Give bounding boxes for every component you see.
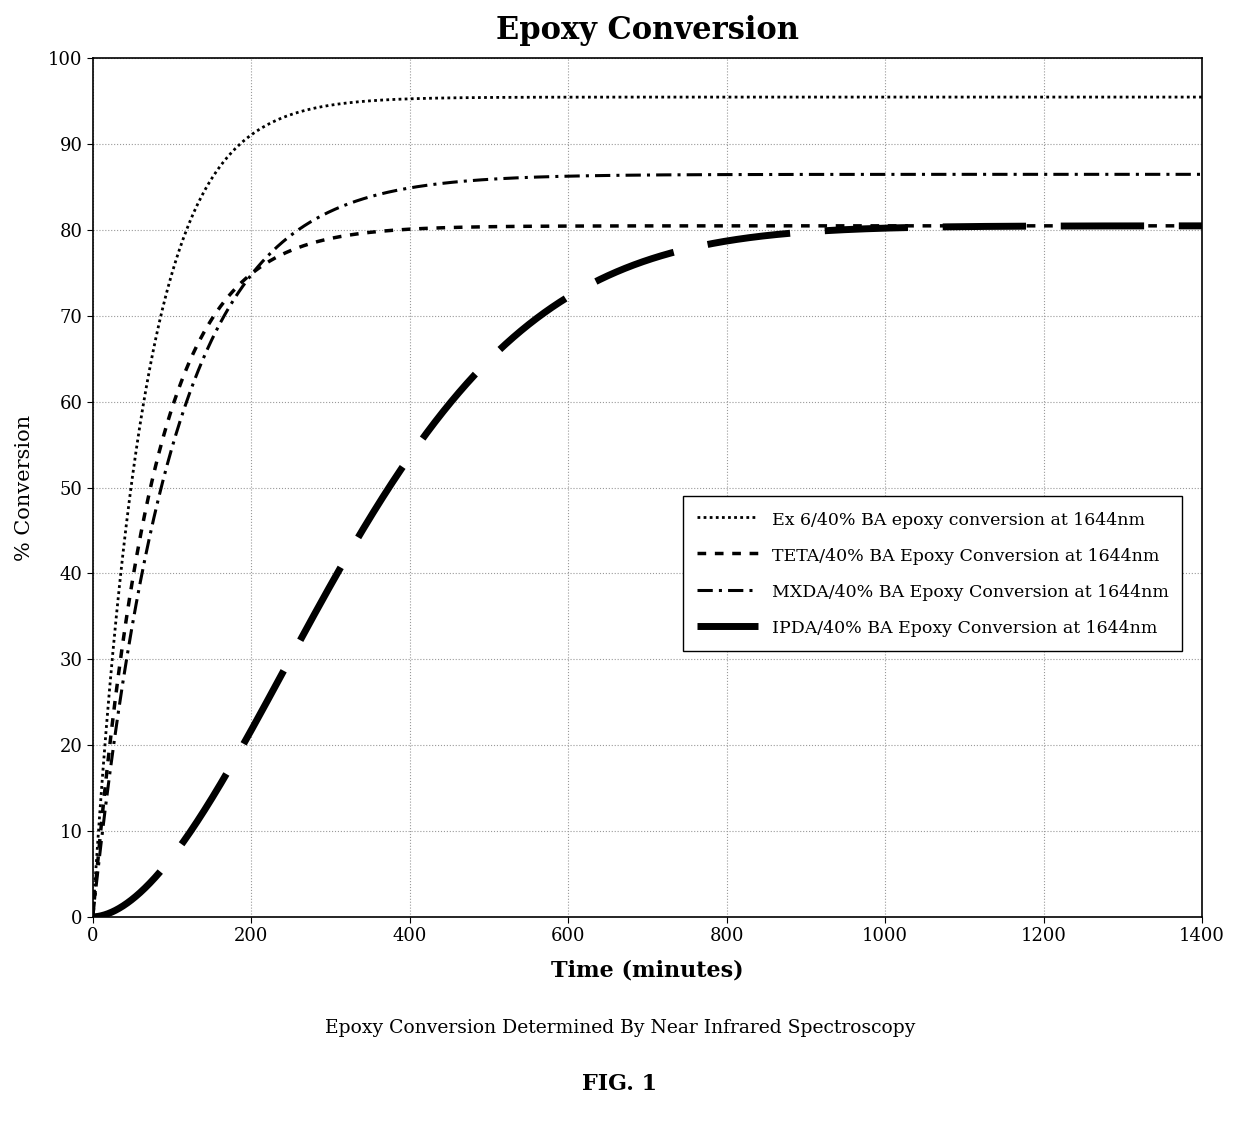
MXDA/40% BA Epoxy Conversion at 1644nm xyxy=(1194,168,1209,181)
Line: IPDA/40% BA Epoxy Conversion at 1644nm: IPDA/40% BA Epoxy Conversion at 1644nm xyxy=(93,226,1202,917)
Ex 6/40% BA epoxy conversion at 1644nm xyxy=(1194,91,1209,104)
IPDA/40% BA Epoxy Conversion at 1644nm xyxy=(1194,220,1209,233)
MXDA/40% BA Epoxy Conversion at 1644nm xyxy=(212,318,227,332)
TETA/40% BA Epoxy Conversion at 1644nm xyxy=(1194,220,1209,233)
TETA/40% BA Epoxy Conversion at 1644nm xyxy=(212,301,227,315)
IPDA/40% BA Epoxy Conversion at 1644nm xyxy=(212,779,227,792)
Line: MXDA/40% BA Epoxy Conversion at 1644nm: MXDA/40% BA Epoxy Conversion at 1644nm xyxy=(93,174,1202,917)
TETA/40% BA Epoxy Conversion at 1644nm xyxy=(278,246,293,259)
IPDA/40% BA Epoxy Conversion at 1644nm xyxy=(278,661,293,675)
TETA/40% BA Epoxy Conversion at 1644nm xyxy=(1173,220,1188,233)
MXDA/40% BA Epoxy Conversion at 1644nm xyxy=(511,171,526,185)
TETA/40% BA Epoxy Conversion at 1644nm xyxy=(511,220,526,233)
IPDA/40% BA Epoxy Conversion at 1644nm xyxy=(559,291,574,305)
Ex 6/40% BA epoxy conversion at 1644nm xyxy=(278,110,293,123)
TETA/40% BA Epoxy Conversion at 1644nm xyxy=(86,910,100,924)
Legend: Ex 6/40% BA epoxy conversion at 1644nm, TETA/40% BA Epoxy Conversion at 1644nm, : Ex 6/40% BA epoxy conversion at 1644nm, … xyxy=(683,496,1182,651)
Ex 6/40% BA epoxy conversion at 1644nm xyxy=(511,91,526,104)
IPDA/40% BA Epoxy Conversion at 1644nm xyxy=(1053,220,1068,233)
MXDA/40% BA Epoxy Conversion at 1644nm xyxy=(86,910,100,924)
Ex 6/40% BA epoxy conversion at 1644nm xyxy=(559,91,574,104)
Title: Epoxy Conversion: Epoxy Conversion xyxy=(496,15,799,46)
Line: Ex 6/40% BA epoxy conversion at 1644nm: Ex 6/40% BA epoxy conversion at 1644nm xyxy=(93,97,1202,917)
Ex 6/40% BA epoxy conversion at 1644nm xyxy=(86,910,100,924)
MXDA/40% BA Epoxy Conversion at 1644nm xyxy=(559,170,574,183)
MXDA/40% BA Epoxy Conversion at 1644nm xyxy=(1053,168,1068,181)
X-axis label: Time (minutes): Time (minutes) xyxy=(551,959,744,981)
IPDA/40% BA Epoxy Conversion at 1644nm xyxy=(511,326,526,340)
Ex 6/40% BA epoxy conversion at 1644nm xyxy=(212,161,227,174)
MXDA/40% BA Epoxy Conversion at 1644nm xyxy=(1173,168,1188,181)
TETA/40% BA Epoxy Conversion at 1644nm xyxy=(1053,220,1068,233)
Line: TETA/40% BA Epoxy Conversion at 1644nm: TETA/40% BA Epoxy Conversion at 1644nm xyxy=(93,226,1202,917)
Ex 6/40% BA epoxy conversion at 1644nm xyxy=(1053,91,1068,104)
Ex 6/40% BA epoxy conversion at 1644nm xyxy=(1173,91,1188,104)
TETA/40% BA Epoxy Conversion at 1644nm xyxy=(559,220,574,233)
IPDA/40% BA Epoxy Conversion at 1644nm xyxy=(1173,220,1188,233)
Text: FIG. 1: FIG. 1 xyxy=(583,1073,657,1096)
MXDA/40% BA Epoxy Conversion at 1644nm xyxy=(278,233,293,247)
Y-axis label: % Conversion: % Conversion xyxy=(15,414,33,560)
Text: Epoxy Conversion Determined By Near Infrared Spectroscopy: Epoxy Conversion Determined By Near Infr… xyxy=(325,1019,915,1037)
IPDA/40% BA Epoxy Conversion at 1644nm xyxy=(86,910,100,924)
